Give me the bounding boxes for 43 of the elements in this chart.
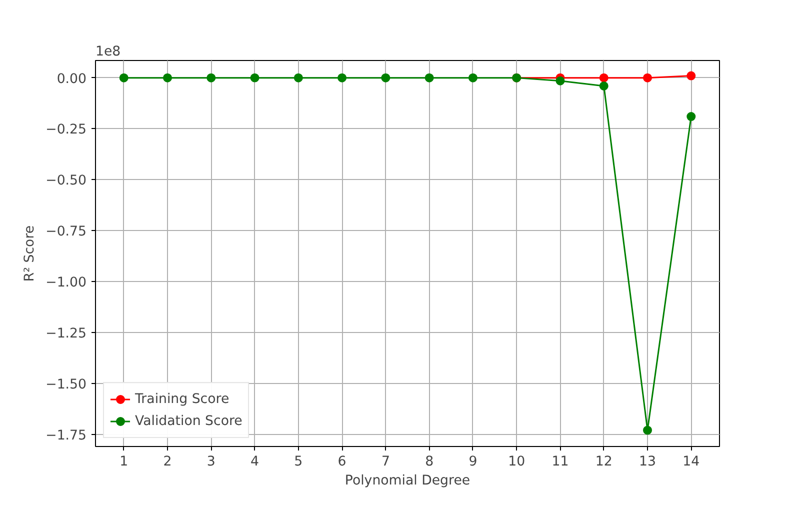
point — [424, 73, 434, 82]
y-tick-label: −1.75 — [46, 428, 86, 444]
legend-label: Training Score — [135, 392, 230, 406]
point — [599, 73, 608, 82]
text: 1e8 — [96, 44, 121, 60]
point — [381, 73, 390, 82]
x-tick-label: 5 — [294, 454, 303, 470]
y-tick-label: −0.75 — [46, 224, 86, 240]
x-tick-label: 13 — [639, 454, 656, 470]
x-tick-label: 7 — [381, 454, 390, 470]
point — [468, 73, 478, 82]
x-tick-label: 9 — [468, 454, 478, 470]
point — [599, 81, 608, 90]
x-axis-title: Polynomial Degree — [344, 474, 470, 488]
point — [643, 73, 652, 82]
point — [686, 71, 696, 80]
y-tick-label: −1.00 — [46, 276, 86, 291]
y-tick-label: −1.50 — [46, 377, 86, 392]
x-tick-label: 14 — [682, 454, 700, 470]
x-tick-label: 12 — [595, 454, 612, 470]
y-tick-label: 0.00 — [56, 72, 87, 87]
legend-label: Validation Score — [135, 414, 242, 428]
y-tick-label: −0.50 — [46, 174, 86, 189]
x-tick-label: 11 — [552, 454, 569, 470]
point — [206, 73, 216, 82]
x-tick-label: 4 — [250, 454, 260, 470]
point — [294, 73, 303, 82]
x-tick-label: 3 — [206, 454, 216, 470]
point — [338, 73, 347, 82]
x-tick-label: 2 — [163, 454, 172, 470]
y-axis-title: R² Score — [22, 225, 38, 282]
y-tick-label: −0.25 — [46, 122, 86, 138]
point — [119, 73, 128, 82]
point — [556, 76, 565, 86]
x-tick-label: 8 — [425, 454, 434, 470]
y-tick-label: −1.25 — [46, 326, 86, 342]
point — [643, 426, 652, 435]
x-tick-label: 6 — [338, 454, 346, 470]
x-tick-label: 10 — [508, 454, 526, 470]
x-tick-label: 1 — [120, 454, 128, 470]
point — [686, 112, 696, 122]
point — [163, 73, 172, 82]
point — [250, 73, 260, 82]
